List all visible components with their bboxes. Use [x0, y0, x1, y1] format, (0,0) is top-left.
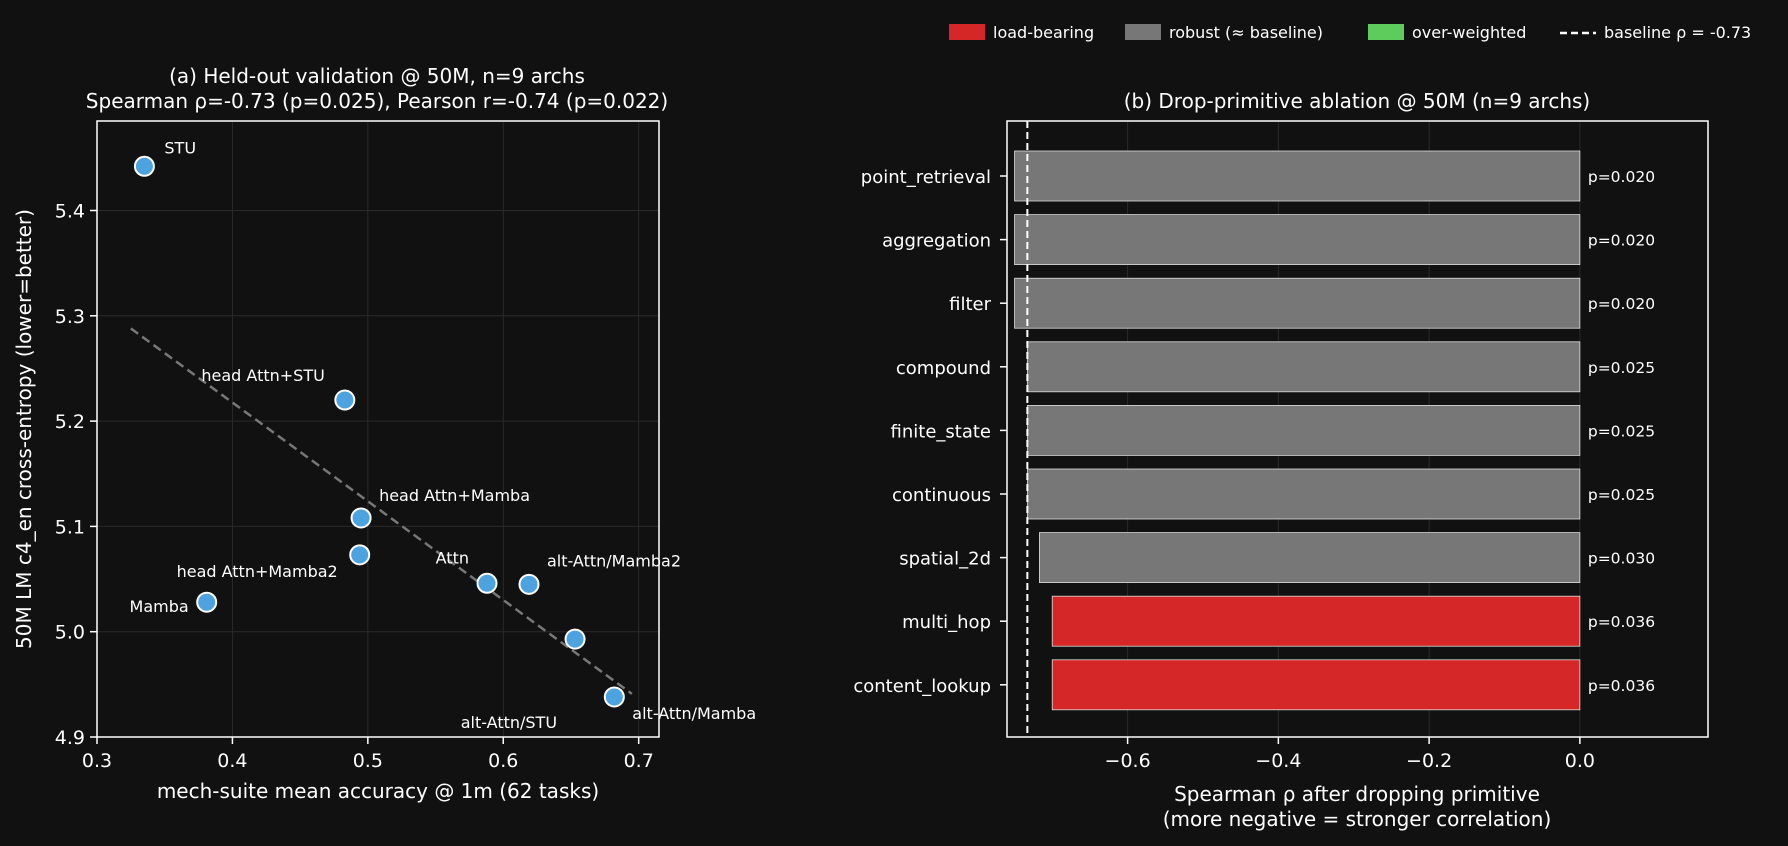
- scatter-x-tick-label: 0.5: [353, 750, 383, 772]
- ablation-panel: (b) Drop-primitive ablation @ 50M (n=9 a…: [853, 89, 1709, 831]
- ablation-bar-p-value: p=0.030: [1588, 550, 1655, 568]
- scatter-point-label: Mamba: [130, 597, 189, 616]
- ablation-x-tick-label: −0.2: [1406, 750, 1452, 772]
- ablation-bar-p-value: p=0.036: [1588, 613, 1655, 631]
- scatter-point-label: head Attn+STU: [201, 366, 324, 385]
- ablation-category-label: compound: [896, 358, 991, 379]
- ablation-x-tick-label: 0.0: [1565, 750, 1595, 772]
- ablation-bar-p-value: p=0.036: [1588, 677, 1655, 695]
- ablation-category-label: spatial_2d: [899, 549, 991, 570]
- ablation-category-label: point_retrieval: [861, 167, 991, 188]
- scatter-points: STU head Attn+STU head Attn+Mamba head Attn…: [130, 138, 757, 732]
- ablation-bar-p-value: p=0.020: [1588, 295, 1655, 313]
- scatter-point-label: STU: [164, 138, 196, 157]
- scatter-panel: (a) Held-out validation @ 50M, n=9 archs…: [12, 64, 756, 803]
- ablation-category-label: finite_state: [891, 421, 991, 442]
- ablation-x-tick-label: −0.6: [1105, 750, 1151, 772]
- scatter-point-label: Attn: [436, 548, 469, 567]
- scatter-point-label: head Attn+Mamba: [379, 486, 530, 505]
- legend: load-bearing robust (≈ baseline) over-we…: [949, 23, 1751, 42]
- scatter-point-label: alt-Attn/Mamba: [632, 704, 756, 723]
- scatter-point: [350, 507, 372, 529]
- scatter-point: [133, 155, 155, 177]
- ablation-category-label: continuous: [892, 485, 991, 506]
- scatter-x-axis-label: mech-suite mean accuracy @ 1m (62 tasks): [157, 779, 599, 803]
- scatter-y-tick-label: 5.1: [55, 516, 85, 538]
- scatter-y-tick-label: 4.9: [55, 727, 85, 749]
- ablation-x-tick-label: −0.4: [1255, 750, 1301, 772]
- scatter-subtitle: Spearman ρ=-0.73 (p=0.025), Pearson r=-0…: [86, 89, 668, 113]
- ablation-bar: [1051, 659, 1581, 711]
- legend-swatch-load-bearing: [949, 24, 985, 40]
- fit-line: [130, 327, 633, 695]
- ablation-bar: [1014, 214, 1581, 266]
- ablation-bar-p-value: p=0.025: [1588, 422, 1655, 440]
- scatter-x-tick-label: 0.7: [624, 750, 654, 772]
- scatter-x-tick-label: 0.4: [217, 750, 247, 772]
- scatter-ticks: 0.3 0.4 0.5 0.6 0.7 4.9 5.0 5.1 5.2 5.3 5.4: [55, 201, 654, 772]
- legend-label-load-bearing: load-bearing: [993, 23, 1094, 42]
- scatter-x-tick-label: 0.6: [488, 750, 518, 772]
- ablation-x-axis-label-note: (more negative = stronger correlation): [1163, 807, 1552, 831]
- scatter-point: [518, 573, 540, 595]
- scatter-y-tick-label: 5.0: [55, 622, 85, 644]
- scatter-point-label: alt-Attn/Mamba2: [547, 551, 681, 570]
- legend-label-over-weighted: over-weighted: [1412, 23, 1526, 42]
- ablation-category-label: multi_hop: [902, 612, 991, 633]
- scatter-plot-frame: [96, 120, 660, 738]
- ablation-x-axis-label: Spearman ρ after dropping primitive: [1174, 782, 1540, 806]
- scatter-point: [564, 628, 586, 650]
- ablation-bar-p-value: p=0.020: [1588, 232, 1655, 250]
- ablation-plot-frame: [1006, 120, 1709, 738]
- ablation-bar-p-value: p=0.025: [1588, 486, 1655, 504]
- ablation-bar: [1026, 404, 1581, 456]
- scatter-point: [196, 591, 218, 613]
- scatter-y-tick-label: 5.2: [55, 411, 85, 433]
- ablation-title: (b) Drop-primitive ablation @ 50M (n=9 a…: [1124, 89, 1591, 113]
- ablation-bar: [1014, 150, 1581, 202]
- scatter-point: [603, 686, 625, 708]
- ablation-category-label: content_lookup: [853, 676, 991, 697]
- ablation-bar-p-value: p=0.025: [1588, 359, 1655, 377]
- scatter-y-tick-label: 5.3: [55, 306, 85, 328]
- ablation-bar: [1051, 595, 1581, 647]
- ablation-bars: p=0.020 p=0.020 p=0.020 p=0.025 p=0.025 p=0.0…: [1014, 150, 1655, 711]
- ablation-category-label: aggregation: [882, 231, 991, 252]
- ablation-bar: [1026, 341, 1581, 393]
- scatter-title: (a) Held-out validation @ 50M, n=9 archs: [169, 64, 585, 88]
- ablation-bar: [1014, 277, 1581, 329]
- scatter-point-label: head Attn+Mamba2: [177, 562, 338, 581]
- ablation-ticks: −0.6 −0.4 −0.2 0.0 point_retrieval aggregatio…: [853, 167, 1595, 772]
- legend-swatch-robust: [1125, 24, 1161, 40]
- scatter-point: [476, 572, 498, 594]
- scatter-y-axis-label: 50M LM c4_en cross-entropy (lower=better…: [12, 209, 36, 649]
- ablation-bar: [1026, 468, 1581, 520]
- scatter-point: [349, 544, 371, 566]
- scatter-point-label: alt-Attn/STU: [461, 713, 557, 732]
- scatter-x-tick-label: 0.3: [82, 750, 112, 772]
- scatter-point: [334, 389, 356, 411]
- ablation-bar: [1039, 532, 1581, 583]
- ablation-bar-p-value: p=0.020: [1588, 168, 1655, 186]
- scatter-y-tick-label: 5.4: [55, 201, 85, 223]
- ablation-category-label: filter: [949, 294, 991, 315]
- legend-label-baseline: baseline ρ = -0.73: [1604, 23, 1751, 42]
- legend-swatch-over-weighted: [1368, 24, 1404, 40]
- legend-label-robust: robust (≈ baseline): [1169, 23, 1323, 42]
